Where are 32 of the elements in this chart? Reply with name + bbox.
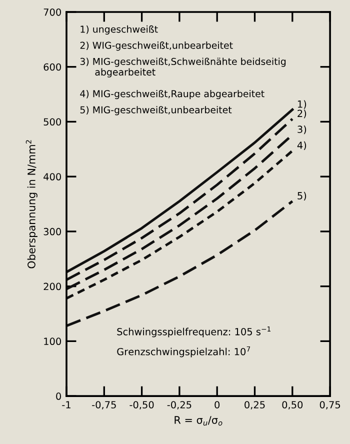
x-tick-label: 0,50 bbox=[282, 401, 303, 410]
series-label: 2) bbox=[298, 110, 306, 118]
x-tick-label: 0,25 bbox=[244, 401, 265, 410]
x-tick-label: 0 bbox=[214, 401, 220, 408]
y-tick-label: 500 bbox=[44, 118, 61, 126]
y-axis-title: Oberspannung in N/mm$^{2}$ bbox=[26, 140, 38, 268]
annotation: Schwingsspielfrequenz: 105 s$^{−1}$ bbox=[117, 326, 270, 338]
y-tick-label: 400 bbox=[44, 173, 61, 180]
line-series bbox=[66, 200, 294, 328]
x-tick-label: -0,25 bbox=[167, 401, 192, 410]
y-tick-label: 100 bbox=[44, 338, 61, 346]
line-series bbox=[66, 150, 294, 300]
x-tick-label: -0,75 bbox=[92, 401, 116, 410]
x-axis-title: R = σ$_{u}$/σ$_{o}$ bbox=[174, 416, 222, 426]
annotation: 3) MIG-geschweißt,Schweißnähte beidseitig abgearbeitet bbox=[80, 58, 286, 78]
x-tick-label: -1 bbox=[62, 401, 70, 408]
annotation: 4) MIG-geschweißt,Raupe abgearbeitet bbox=[80, 90, 264, 100]
y-tick-label: 200 bbox=[44, 282, 61, 290]
y-tick-label: 700 bbox=[44, 8, 61, 16]
series-label: 1) bbox=[298, 100, 306, 109]
annotation: 1) ungeschweißt bbox=[80, 25, 158, 35]
series-label: 3) bbox=[298, 125, 306, 134]
annotation: 5) MIG-geschweißt,unbearbeitet bbox=[80, 106, 232, 116]
y-tick-label: 300 bbox=[44, 228, 61, 236]
series-label: 5) bbox=[298, 192, 306, 201]
annotation: 2) WIG-geschweißt,unbearbeitet bbox=[80, 42, 233, 51]
y-tick-label: 600 bbox=[44, 63, 61, 71]
series-label: 4) bbox=[297, 141, 306, 150]
x-tick-label: -0,50 bbox=[130, 401, 154, 410]
x-tick-label: 0,75 bbox=[320, 401, 340, 410]
annotation: Grenzschwingspielzahl: 10$^{7}$ bbox=[117, 346, 250, 358]
y-tick-label: 0 bbox=[56, 392, 61, 400]
